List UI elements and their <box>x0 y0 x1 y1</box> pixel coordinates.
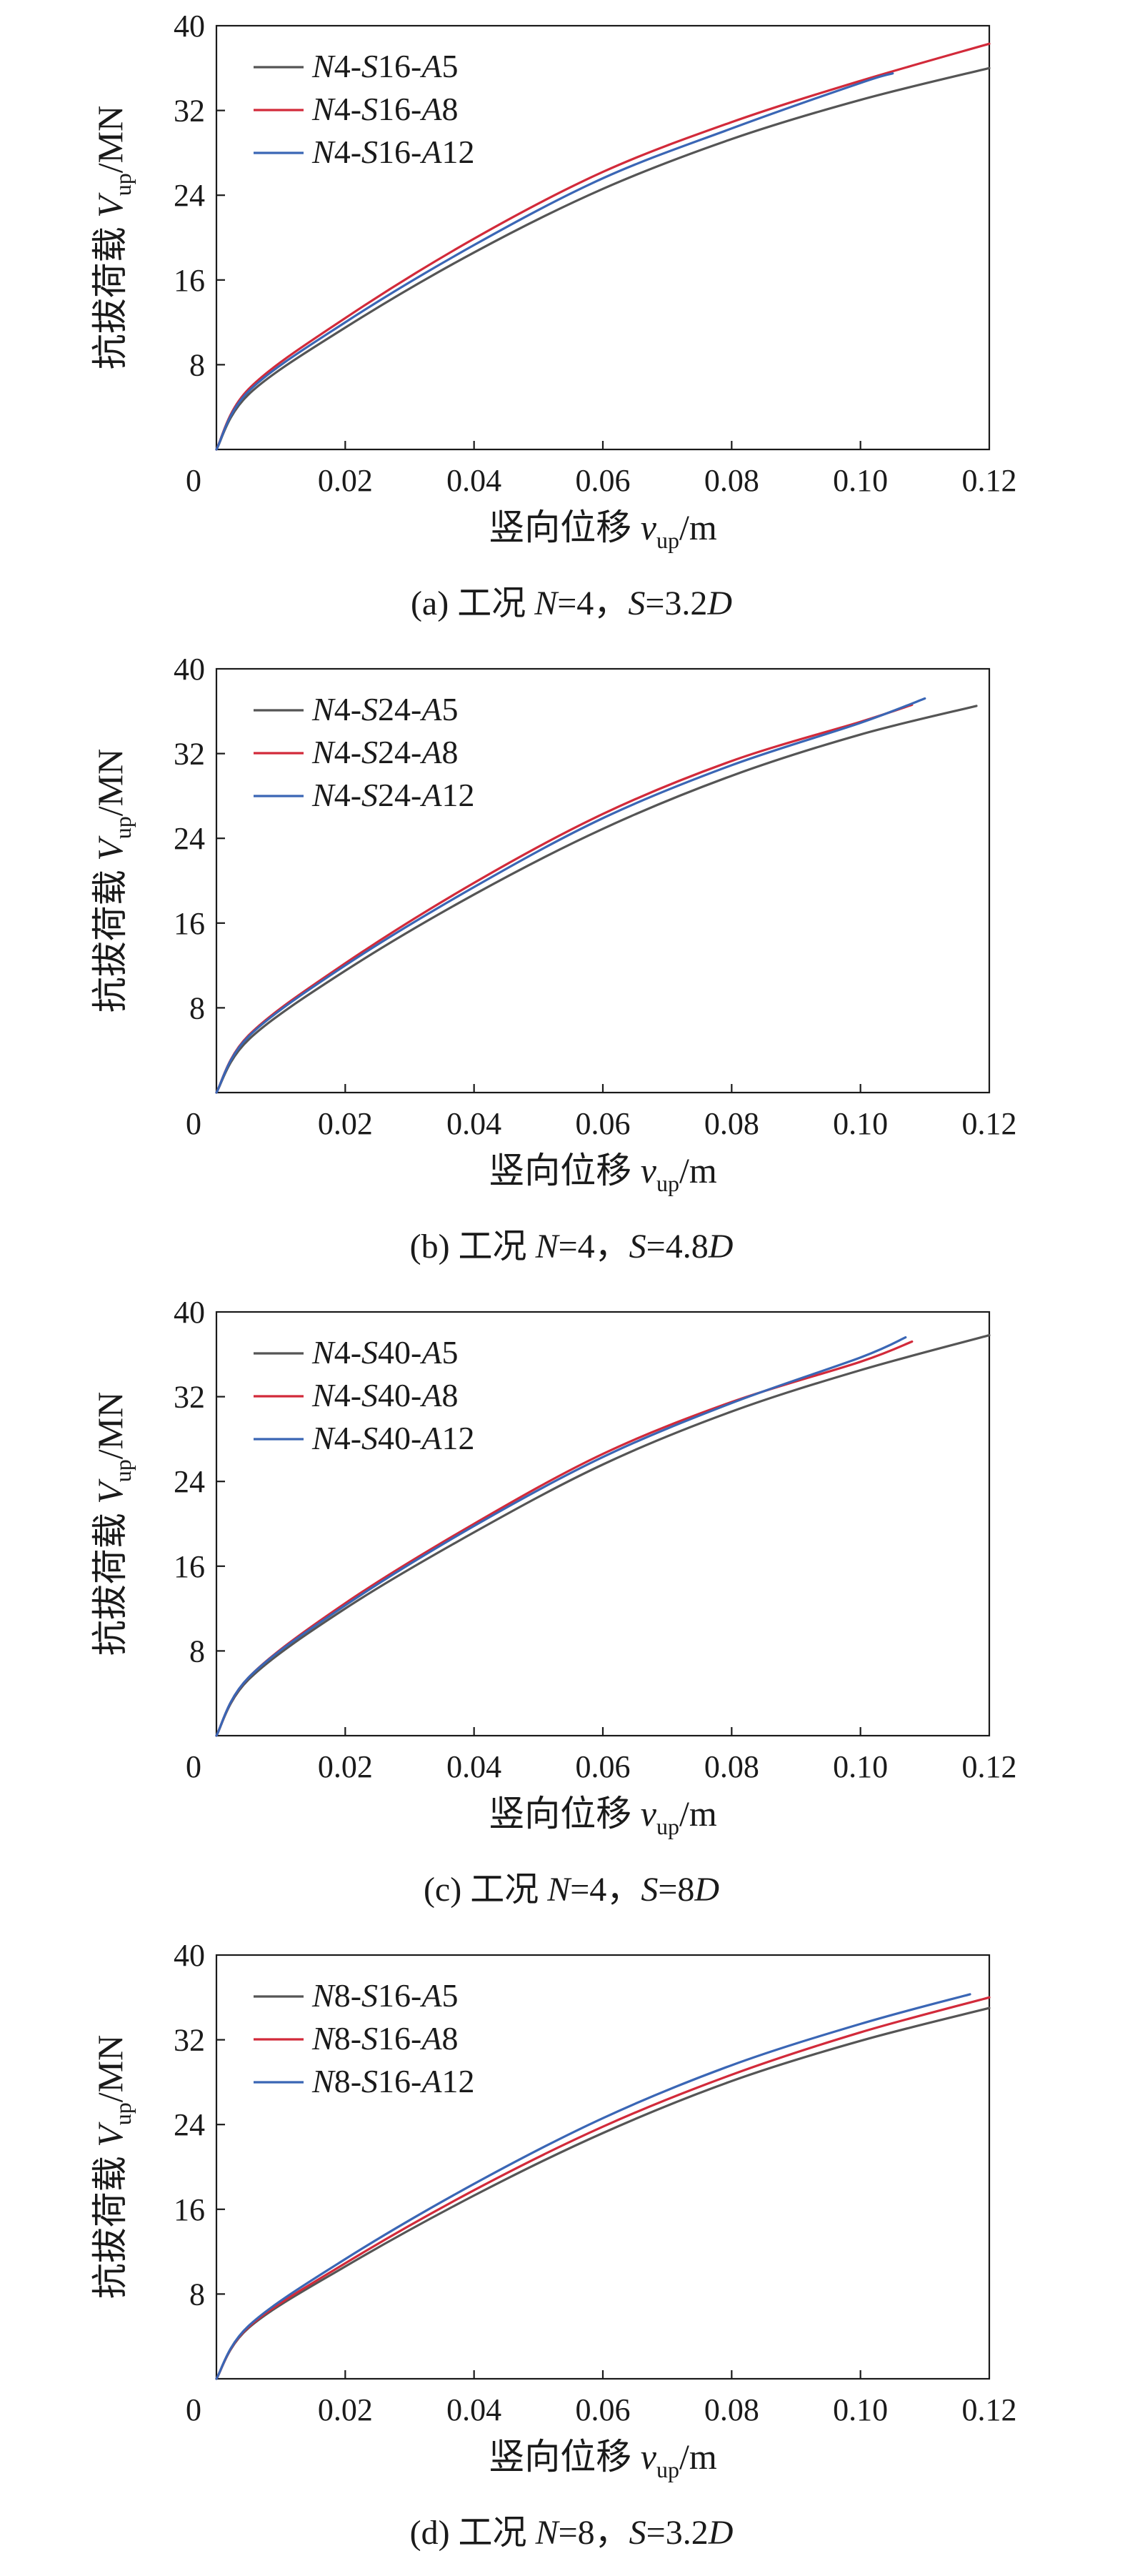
y-tick-label: 32 <box>174 1380 205 1415</box>
x-tick-label: 0.02 <box>318 1749 373 1784</box>
legend-label: N8-S16-A12 <box>311 2063 474 2099</box>
chart-svg: 0 0.02 0.04 0.06 0.08 0.10 0.12 8 16 24 32 40 竖向位移 v… <box>90 1295 1017 1909</box>
series-line <box>215 42 991 451</box>
x-tick-label: 0 <box>186 1749 201 1784</box>
x-tick-label: 0.06 <box>576 1106 631 1141</box>
x-tick-label: 0 <box>186 1106 201 1141</box>
legend-label: N8-S16-A5 <box>311 1977 458 2014</box>
y-tick-label: 16 <box>174 906 205 941</box>
x-tick-label: 0.02 <box>318 463 373 498</box>
series-line <box>215 697 926 1094</box>
y-tick-label: 24 <box>174 1464 205 1499</box>
x-axis-label: 竖向位移 vup/m <box>489 1794 717 1839</box>
x-axis-label: 竖向位移 vup/m <box>489 1150 717 1196</box>
x-tick-label: 0.12 <box>962 1749 1017 1784</box>
y-axis-label: 抗拔荷载 Vup/MN <box>90 1392 136 1656</box>
y-tick-label: 24 <box>174 2107 205 2142</box>
y-tick-label: 32 <box>174 2023 205 2058</box>
x-tick-label: 0.04 <box>446 1749 501 1784</box>
legend-label: N4-S16-A12 <box>311 134 474 170</box>
series-line <box>215 1996 991 2380</box>
y-tick-label: 16 <box>174 1549 205 1584</box>
x-tick-label: 0.10 <box>833 1106 888 1141</box>
x-tick-label: 0.04 <box>446 1106 501 1141</box>
legend-label: N4-S16-A8 <box>311 91 458 127</box>
series-line <box>215 1334 991 1737</box>
chart-svg: 0 0.02 0.04 0.06 0.08 0.10 0.12 8 16 24 32 40 竖向位移 v… <box>90 652 1017 1265</box>
y-axis-label: 抗拔荷载 Vup/MN <box>90 749 136 1013</box>
chart-panel: 0 0.02 0.04 0.06 0.08 0.10 0.12 8 16 24 32 40 竖向位移 v… <box>0 0 1125 647</box>
y-tick-label: 16 <box>174 2192 205 2227</box>
y-tick-label: 16 <box>174 263 205 298</box>
x-tick-label: 0.04 <box>446 2392 501 2427</box>
x-tick-label: 0.10 <box>833 1749 888 1784</box>
panel-caption: (c) 工况 N=4，S=8D <box>424 1871 719 1909</box>
legend-label: N4-S24-A5 <box>311 691 458 727</box>
series-line <box>215 1336 907 1737</box>
x-axis-label: 竖向位移 vup/m <box>489 2437 717 2482</box>
y-tick-label: 8 <box>189 990 205 1025</box>
x-tick-label: 0.02 <box>318 2392 373 2427</box>
plot-frame <box>215 1954 991 2380</box>
x-tick-label: 0.12 <box>962 463 1017 498</box>
y-axis-label: 抗拔荷载 Vup/MN <box>90 106 136 370</box>
legend-label: N4-S40-A8 <box>311 1377 458 1413</box>
chart-panel: 0 0.02 0.04 0.06 0.08 0.10 0.12 8 16 24 32 40 竖向位移 v… <box>0 1286 1125 1933</box>
y-tick-label: 32 <box>174 94 205 129</box>
legend-label: N4-S40-A5 <box>311 1334 458 1371</box>
x-tick-label: 0.10 <box>833 463 888 498</box>
legend-label: N4-S40-A12 <box>311 1420 474 1456</box>
series-line <box>215 1993 971 2380</box>
series-line <box>215 2006 991 2380</box>
series-line <box>215 72 894 451</box>
y-axis-label: 抗拔荷载 Vup/MN <box>90 2035 136 2299</box>
x-tick-label: 0.08 <box>704 2392 759 2427</box>
plot-frame <box>215 24 991 451</box>
series-line <box>215 66 991 451</box>
y-tick-label: 8 <box>189 347 205 382</box>
chart-panel: 0 0.02 0.04 0.06 0.08 0.10 0.12 8 16 24 32 40 竖向位移 v… <box>0 1929 1125 2576</box>
x-tick-label: 0.10 <box>833 2392 888 2427</box>
y-tick-label: 40 <box>174 652 205 687</box>
y-tick-label: 24 <box>174 178 205 213</box>
x-tick-label: 0.12 <box>962 1106 1017 1141</box>
plot-frame <box>215 1311 991 1737</box>
x-tick-label: 0 <box>186 2392 201 2427</box>
x-tick-label: 0.06 <box>576 1749 631 1784</box>
legend-label: N8-S16-A8 <box>311 2020 458 2057</box>
legend-label: N4-S24-A12 <box>311 777 474 813</box>
y-tick-label: 40 <box>174 9 205 44</box>
x-tick-label: 0.02 <box>318 1106 373 1141</box>
series-line <box>215 705 978 1094</box>
y-tick-label: 8 <box>189 1633 205 1669</box>
x-tick-label: 0.08 <box>704 1749 759 1784</box>
x-tick-label: 0.04 <box>446 463 501 498</box>
x-tick-label: 0.08 <box>704 1106 759 1141</box>
y-tick-label: 40 <box>174 1295 205 1330</box>
chart-svg: 0 0.02 0.04 0.06 0.08 0.10 0.12 8 16 24 32 40 竖向位移 v… <box>90 1938 1017 2552</box>
y-tick-label: 32 <box>174 737 205 772</box>
x-tick-label: 0.12 <box>962 2392 1017 2427</box>
legend-label: N4-S24-A8 <box>311 734 458 770</box>
x-axis-label: 竖向位移 vup/m <box>489 507 717 553</box>
x-tick-label: 0.06 <box>576 2392 631 2427</box>
x-tick-label: 0 <box>186 463 201 498</box>
chart-panel: 0 0.02 0.04 0.06 0.08 0.10 0.12 8 16 24 32 40 竖向位移 v… <box>0 643 1125 1290</box>
y-tick-label: 8 <box>189 2277 205 2312</box>
x-tick-label: 0.06 <box>576 463 631 498</box>
y-tick-label: 40 <box>174 1938 205 1973</box>
panel-caption: (d) 工况 N=8，S=3.2D <box>410 2514 734 2552</box>
chart-svg: 0 0.02 0.04 0.06 0.08 0.10 0.12 8 16 24 32 40 竖向位移 v… <box>90 9 1017 622</box>
legend-label: N4-S16-A5 <box>311 48 458 84</box>
y-tick-label: 24 <box>174 821 205 856</box>
x-tick-label: 0.08 <box>704 463 759 498</box>
plot-frame <box>215 667 991 1094</box>
panel-caption: (a) 工况 N=4，S=3.2D <box>411 585 732 622</box>
panel-caption: (b) 工况 N=4，S=4.8D <box>410 1228 734 1265</box>
